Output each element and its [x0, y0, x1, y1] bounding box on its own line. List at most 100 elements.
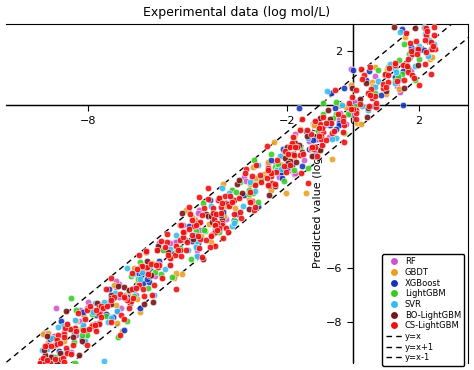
Point [92, 312, 100, 318]
Point [295, 105, 303, 111]
Point [273, 167, 281, 173]
Point [98, 303, 105, 309]
Point [405, 69, 413, 75]
Point [83, 305, 91, 311]
Point [190, 223, 198, 229]
Point [147, 272, 155, 278]
Point [310, 146, 318, 152]
Point [70, 339, 78, 344]
Point [225, 201, 232, 207]
Point [276, 161, 284, 167]
Point [345, 100, 353, 106]
Point [409, 73, 416, 78]
Point [395, 75, 403, 81]
Point [210, 210, 218, 216]
Point [286, 158, 294, 164]
Point [186, 225, 193, 231]
Point [266, 181, 273, 187]
Point [138, 263, 146, 269]
Point [38, 360, 46, 366]
Point [415, 56, 423, 62]
Point [305, 135, 312, 141]
Point [72, 318, 80, 324]
Point [415, 43, 422, 49]
Point [410, 75, 418, 81]
Point [222, 199, 230, 205]
Point [173, 239, 180, 245]
Point [39, 332, 46, 337]
Point [215, 229, 223, 235]
Point [196, 194, 203, 200]
Point [78, 332, 86, 338]
Legend: RF, GBDT, XGBoost, LightGBM, SVR, BO-LightGBM, CS-LightGBM, y=x, y=x+1, y=x-1: RF, GBDT, XGBoost, LightGBM, SVR, BO-Lig… [382, 254, 464, 366]
Point [182, 247, 190, 253]
Point [297, 170, 305, 176]
Point [109, 314, 117, 320]
Point [125, 287, 133, 293]
Point [199, 200, 206, 206]
Point [315, 136, 322, 142]
Point [328, 156, 336, 162]
Point [124, 291, 132, 297]
Point [41, 352, 49, 358]
Point [145, 279, 153, 285]
Point [110, 294, 118, 300]
Point [263, 175, 271, 181]
Point [362, 80, 370, 85]
Point [112, 302, 120, 308]
Point [151, 269, 159, 275]
Point [427, 71, 435, 77]
Point [128, 270, 136, 276]
Point [326, 115, 333, 121]
Point [285, 151, 292, 157]
Point [336, 122, 343, 128]
Point [207, 203, 215, 209]
Point [95, 311, 103, 317]
Point [57, 319, 64, 324]
Point [228, 195, 235, 201]
Point [241, 170, 249, 176]
Point [251, 182, 259, 188]
Point [211, 243, 219, 249]
Point [115, 281, 123, 287]
Point [193, 252, 201, 258]
Point [414, 47, 422, 53]
Point [347, 105, 355, 111]
Point [110, 282, 118, 288]
Point [45, 339, 52, 344]
Point [248, 173, 255, 179]
Point [76, 307, 84, 313]
Point [50, 360, 58, 366]
Point [185, 204, 192, 210]
Point [194, 235, 202, 241]
Point [43, 342, 50, 347]
Point [317, 136, 324, 142]
Point [66, 326, 73, 332]
Point [306, 146, 313, 152]
Point [324, 120, 331, 126]
Point [155, 258, 162, 264]
Point [216, 195, 223, 201]
Point [69, 334, 77, 340]
Point [170, 275, 178, 280]
Point [310, 122, 318, 128]
Point [202, 211, 210, 217]
Point [140, 293, 148, 299]
Point [249, 176, 256, 182]
Point [211, 216, 219, 222]
Point [150, 282, 158, 287]
Point [277, 162, 284, 168]
Point [192, 228, 200, 233]
Point [296, 127, 304, 133]
Point [348, 94, 356, 100]
Point [211, 222, 219, 228]
Point [250, 157, 258, 163]
Point [191, 216, 199, 222]
Point [386, 61, 394, 67]
Point [430, 24, 438, 30]
Point [410, 47, 418, 53]
Point [196, 236, 204, 242]
Point [411, 77, 419, 83]
Point [326, 122, 333, 128]
Point [368, 88, 375, 94]
